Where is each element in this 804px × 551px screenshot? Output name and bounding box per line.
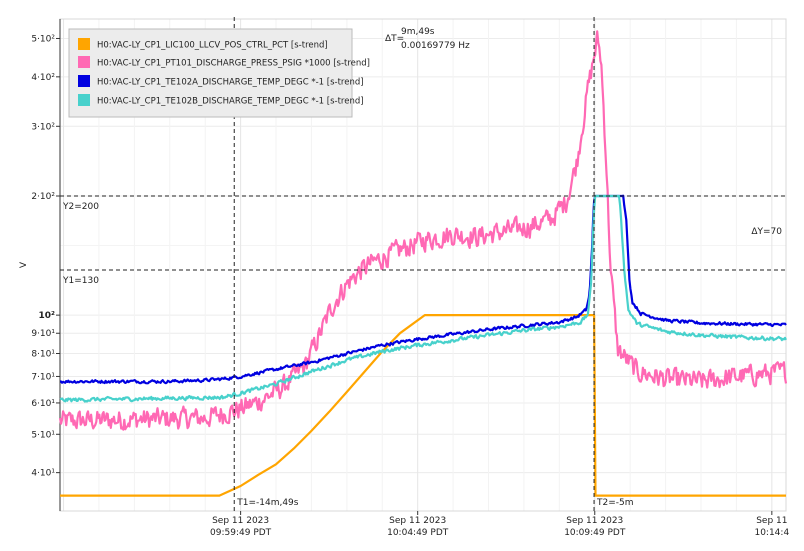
y-tick-label: 8·10¹ <box>31 349 55 359</box>
x-tick-time: 10:14:4 <box>754 528 789 538</box>
legend-swatch-0 <box>78 38 90 50</box>
x-tick-date: Sep 11 2023 <box>212 516 269 526</box>
series-line-1 <box>58 30 788 431</box>
y-tick-label: 4·10² <box>31 73 55 83</box>
legend-box <box>68 28 353 118</box>
x-tick-date: Sep 11 2023 <box>566 516 623 526</box>
delta-t-prefix: ΔT= <box>385 34 404 44</box>
legend-swatch-1 <box>78 56 90 68</box>
cursor-overlay: T1=-14m,49s T2=-5m Y1=130 Y2=200 <box>60 17 786 511</box>
legend-label-0: H0:VAC-LY_CP1_LIC100_LLCV_POS_CTRL_PCT [… <box>97 41 328 51</box>
x-tick-time: 10:04:49 PDT <box>387 528 449 538</box>
legend-label-3: H0:VAC-LY_CP1_TE102B_DISCHARGE_TEMP_DEGC… <box>97 97 364 107</box>
delta-t-value: 9m,49s <box>401 27 435 37</box>
y-tick-label: 9·10¹ <box>31 329 55 339</box>
legend-swatch-2 <box>78 75 90 87</box>
series-line-3 <box>59 194 787 403</box>
delta-y-label: ΔY=70 <box>751 227 782 237</box>
legend-label-2: H0:VAC-LY_CP1_TE102A_DISCHARGE_TEMP_DEGC… <box>97 78 364 88</box>
y-tick-label: 7·10¹ <box>31 372 55 382</box>
y-tick-label: 5·10² <box>31 34 55 44</box>
x-tick-time: 10:09:49 PDT <box>564 528 626 538</box>
x-tick-date: Sep 11 2023 <box>389 516 446 526</box>
y-tick-label: 2·10² <box>31 192 55 202</box>
series-lines <box>58 30 788 497</box>
y-axis-label: V <box>19 261 29 268</box>
cursor-y2-label: Y2=200 <box>62 202 99 212</box>
series-line-0 <box>60 314 786 497</box>
y-axis-ticks: 4·10¹ 5·10¹ 6·10¹ 7·10¹ 8·10¹ 9·10¹ 10² 2·10² 3·… <box>31 34 60 479</box>
legend: H0:VAC-LY_CP1_LIC100_LLCV_POS_CTRL_PCT [… <box>68 28 370 118</box>
x-tick-date: Sep 11 <box>756 516 787 526</box>
x-axis-ticks: Sep 11 2023 09:59:49 PDT Sep 11 2023 10:04:… <box>210 511 789 538</box>
y-tick-label: 5·10¹ <box>31 430 55 440</box>
legend-swatch-3 <box>78 94 90 106</box>
delta-t-frequency: 0.00169779 Hz <box>401 41 470 51</box>
cursor-t2-label: T2=-5m <box>596 498 634 508</box>
cursor-t1-label: T1=-14m,49s <box>236 498 299 508</box>
series-line-2 <box>59 194 787 385</box>
y-tick-label: 10² <box>39 311 56 321</box>
y-tick-label: 3·10² <box>31 122 55 132</box>
legend-label-1: H0:VAC-LY_CP1_PT101_DISCHARGE_PRESS_PSIG… <box>97 59 370 69</box>
y-tick-label: 4·10¹ <box>31 469 55 479</box>
x-tick-time: 09:59:49 PDT <box>210 528 272 538</box>
y-tick-label: 6·10¹ <box>31 399 55 409</box>
cursor-y1-label: Y1=130 <box>62 276 99 286</box>
